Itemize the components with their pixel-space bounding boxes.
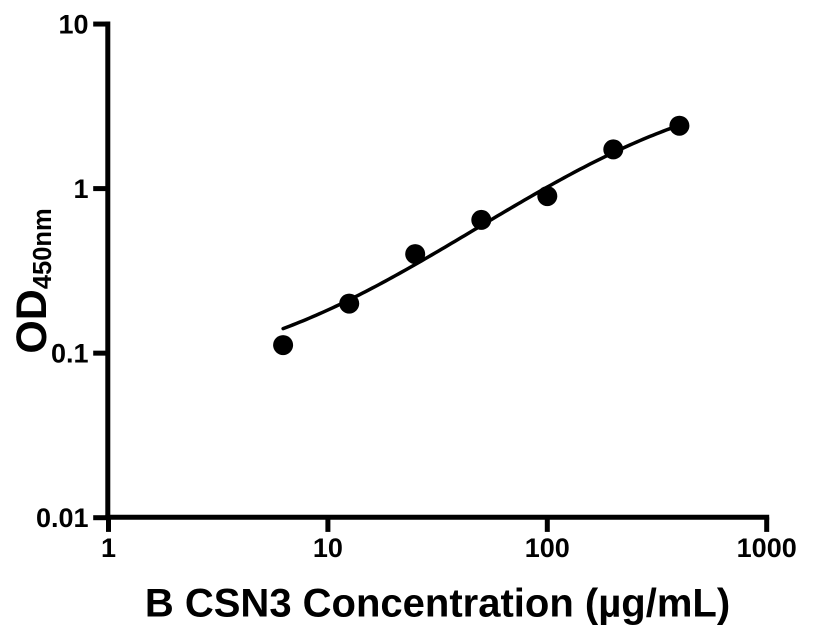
y-axis-title-subscript: 450nm: [29, 208, 57, 289]
data-point-400: [669, 115, 690, 136]
y-axis-title: OD450nm: [8, 208, 57, 353]
data-point-25: [405, 244, 426, 265]
axes-group: 1 10 100 1000 0.01 0.1 1 10: [36, 9, 797, 563]
data-point-100: [537, 186, 558, 207]
data-point-12.5: [339, 293, 360, 314]
x-tick-label-100: 100: [525, 533, 570, 563]
y-tick-label-10: 10: [58, 9, 88, 39]
data-point-50: [471, 209, 492, 230]
y-tick-label-0.01: 0.01: [36, 503, 89, 533]
y-axis-title-main: OD: [8, 289, 56, 354]
x-tick-label-1000: 1000: [737, 533, 797, 563]
y-tick-label-1: 1: [73, 174, 88, 204]
plot-content-group: [273, 115, 690, 356]
x-axis-title: B CSN3 Concentration (µg/mL): [145, 582, 730, 626]
y-tick-label-0.1: 0.1: [51, 339, 89, 369]
x-tick-label-1: 1: [101, 533, 116, 563]
x-tick-label-10: 10: [313, 533, 343, 563]
data-point-6.25: [273, 335, 294, 356]
data-point-200: [603, 139, 624, 160]
